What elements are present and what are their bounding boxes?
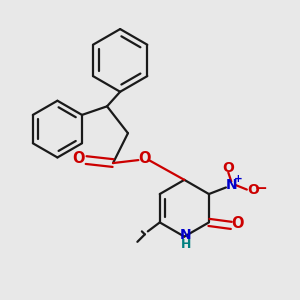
- Text: H: H: [181, 238, 191, 251]
- Text: O: O: [139, 151, 151, 166]
- Text: O: O: [247, 183, 259, 196]
- Text: −: −: [254, 181, 267, 196]
- Text: +: +: [233, 174, 242, 184]
- Text: O: O: [72, 151, 85, 166]
- Text: N: N: [180, 228, 192, 242]
- Text: O: O: [232, 216, 244, 231]
- Text: N: N: [226, 178, 237, 192]
- Text: O: O: [222, 161, 234, 175]
